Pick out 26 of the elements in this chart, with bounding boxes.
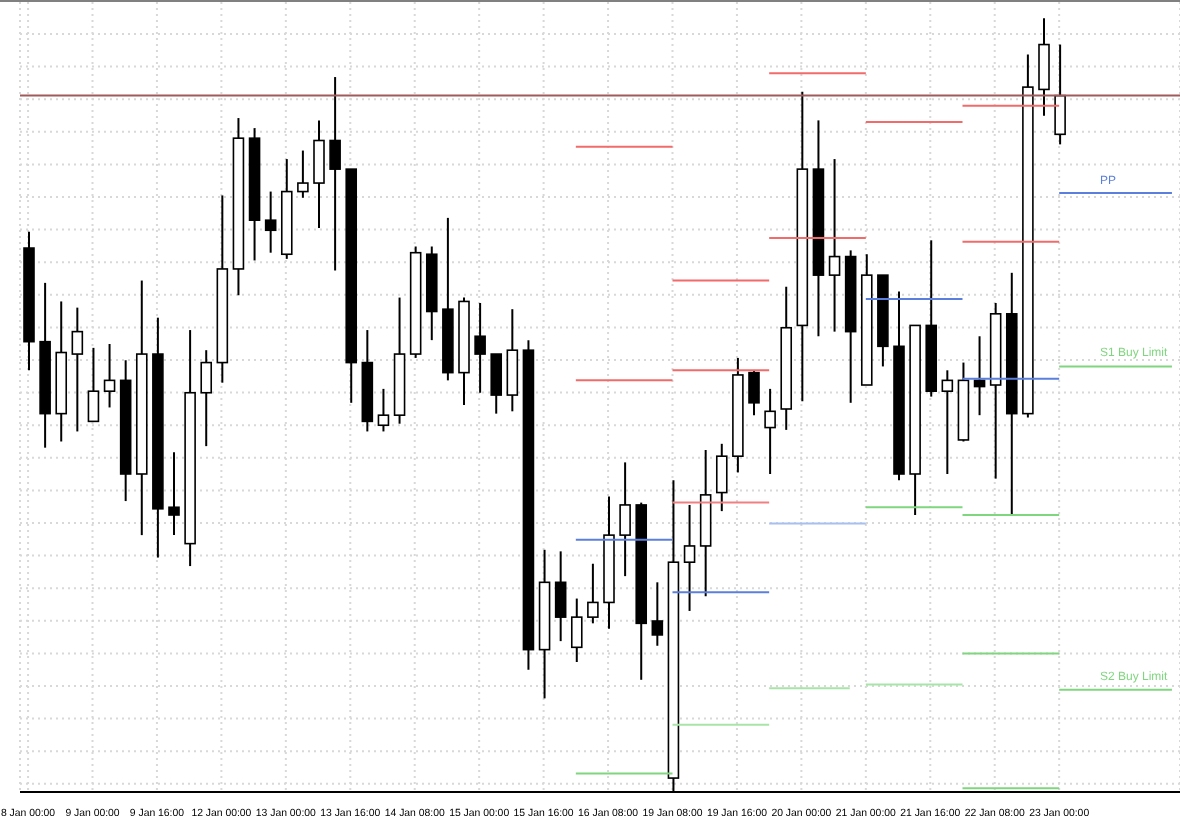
candlestick <box>1038 17 1050 117</box>
candlestick <box>619 461 631 578</box>
candlestick <box>474 301 486 394</box>
candlestick <box>71 306 84 433</box>
candlestick <box>490 353 503 415</box>
candlestick <box>264 190 277 254</box>
candlestick <box>683 503 696 612</box>
candlestick <box>313 119 325 229</box>
candlestick <box>748 369 760 417</box>
candlestick <box>200 349 213 448</box>
candlestick <box>1054 43 1066 146</box>
candlestick <box>329 76 341 272</box>
candlestick <box>651 581 664 647</box>
candlestick <box>87 346 100 423</box>
candlestick <box>506 308 519 413</box>
candlestick <box>377 387 390 433</box>
candlestick <box>941 369 954 475</box>
candlestick <box>554 550 567 643</box>
candlestick <box>570 597 583 664</box>
candlestick <box>587 562 599 625</box>
candlestick <box>297 149 309 199</box>
candlestick <box>828 158 841 333</box>
candlestick <box>168 451 180 537</box>
candlestick <box>764 387 776 475</box>
candlestick <box>103 343 116 409</box>
candlestick <box>715 442 728 513</box>
